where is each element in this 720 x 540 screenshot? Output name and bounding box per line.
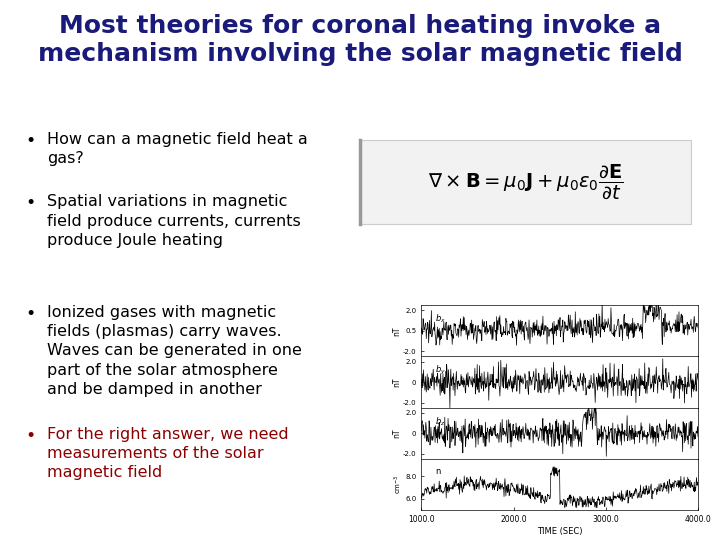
Text: Spatial variations in magnetic
field produce currents, currents
produce Joule he: Spatial variations in magnetic field pro…	[47, 194, 300, 248]
Text: n: n	[435, 467, 441, 476]
X-axis label: TIME (SEC): TIME (SEC)	[537, 527, 582, 536]
Text: $\nabla \times \mathbf{B} = \mu_0\mathbf{J} + \mu_0\varepsilon_0\dfrac{\partial\: $\nabla \times \mathbf{B} = \mu_0\mathbf…	[428, 163, 624, 201]
Y-axis label: nT: nT	[392, 326, 401, 335]
Y-axis label: cm$^{-3}$: cm$^{-3}$	[392, 475, 404, 495]
Y-axis label: nT: nT	[392, 377, 401, 387]
Y-axis label: nT: nT	[392, 429, 401, 438]
Text: $b_x$: $b_x$	[435, 313, 446, 325]
Text: For the right answer, we need
measurements of the solar
magnetic field: For the right answer, we need measuremen…	[47, 427, 289, 480]
Text: •: •	[25, 427, 35, 444]
FancyBboxPatch shape	[360, 140, 691, 224]
Text: •: •	[25, 194, 35, 212]
Text: $b_z$: $b_z$	[435, 415, 446, 428]
Text: Most theories for coronal heating invoke a
mechanism involving the solar magneti: Most theories for coronal heating invoke…	[37, 14, 683, 66]
Text: •: •	[25, 305, 35, 323]
Text: Ionized gases with magnetic
fields (plasmas) carry waves.
Waves can be generated: Ionized gases with magnetic fields (plas…	[47, 305, 302, 397]
Text: $b_y$: $b_y$	[435, 364, 446, 377]
Text: •: •	[25, 132, 35, 150]
Text: How can a magnetic field heat a
gas?: How can a magnetic field heat a gas?	[47, 132, 307, 166]
